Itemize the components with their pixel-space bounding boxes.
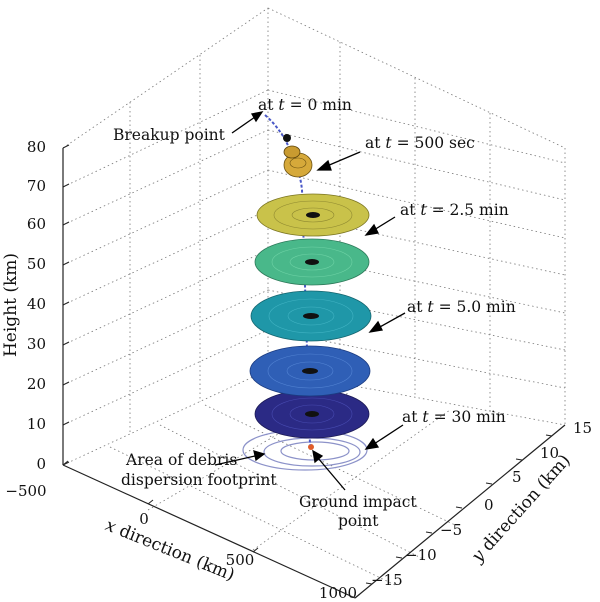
z-tick-label: 60 xyxy=(27,215,46,233)
z-axis-ticks xyxy=(62,144,70,466)
y-axis-ticks xyxy=(365,434,553,585)
disk-t25 xyxy=(256,193,370,237)
fragment-cloud-500s xyxy=(283,134,313,178)
label-ground-impact-line1: Ground impact xyxy=(299,493,417,511)
trajectory-line xyxy=(264,114,311,446)
y-tick-label: 10 xyxy=(540,444,559,462)
disk-t30 xyxy=(254,389,370,439)
x-tick-labels: −500 0 500 1000 xyxy=(5,482,357,602)
label-t500: at t = 500 sec xyxy=(365,134,475,152)
label-debris-area-line1: Area of debris xyxy=(125,451,237,469)
label-debris-area-line2: dispersion footprint xyxy=(121,471,277,489)
x-axis-line xyxy=(62,464,356,599)
label-t2-5: at t = 2.5 min xyxy=(400,201,509,219)
label-t30: at t = 30 min xyxy=(402,408,506,426)
z-tick-label: 0 xyxy=(36,455,46,473)
annotation-arrows xyxy=(214,111,406,491)
y-tick-label: −5 xyxy=(440,521,462,539)
axis-lines xyxy=(62,148,566,599)
x-tick-label: 1000 xyxy=(319,584,357,602)
y-tick-label: 0 xyxy=(484,496,494,514)
z-tick-label: 80 xyxy=(27,138,46,156)
y-axis-line xyxy=(354,424,566,599)
y-tick-label: −15 xyxy=(371,571,403,589)
z-tick-label: 70 xyxy=(27,177,46,195)
z-axis-title: Height (km) xyxy=(1,253,21,357)
z-tick-labels: 0 10 20 30 40 50 60 70 80 xyxy=(27,138,46,473)
x-axis-ticks xyxy=(62,460,361,599)
z-tick-label: 10 xyxy=(27,415,46,433)
disk-t35 xyxy=(254,238,370,286)
label-ground-impact-line2: point xyxy=(338,512,379,530)
x-tick-label: −500 xyxy=(5,482,46,500)
label-t0: at t = 0 min xyxy=(258,96,352,114)
z-tick-label: 30 xyxy=(27,335,46,353)
z-tick-label: 50 xyxy=(27,255,46,273)
disk-t65 xyxy=(249,345,371,397)
x-axis-title: x direction (km) xyxy=(102,515,237,585)
z-tick-label: 20 xyxy=(27,375,46,393)
y-tick-labels: −15 −10 −5 0 5 10 15 xyxy=(371,419,592,589)
y-tick-label: −10 xyxy=(405,546,437,564)
label-breakup-point: Breakup point xyxy=(113,126,226,144)
y-tick-label: 15 xyxy=(573,419,592,437)
ground-impact-marker xyxy=(308,444,314,450)
x-tick-label: 0 xyxy=(139,510,149,528)
z-tick-label: 40 xyxy=(27,295,46,313)
x-tick-label: 500 xyxy=(226,551,255,569)
y-tick-label: 5 xyxy=(512,468,522,486)
disk-t50 xyxy=(250,290,372,342)
label-t5-0: at t = 5.0 min xyxy=(407,298,516,316)
